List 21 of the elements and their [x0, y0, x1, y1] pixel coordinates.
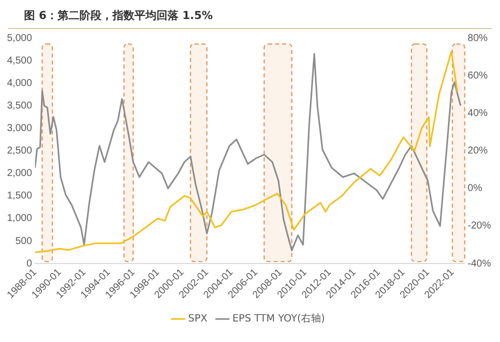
y-tick-label: 500: [15, 236, 32, 247]
y-tick-label: 1,000: [6, 213, 32, 224]
y-tick-label: 0: [26, 258, 32, 270]
y-tick-label: 4,500: [6, 55, 32, 66]
y-tick-label: 3,500: [6, 100, 32, 112]
chart-title: 图 6：第二阶段，指数平均回落 1.5%: [8, 0, 492, 29]
y2-tick-label: 60%: [468, 70, 488, 82]
y2-tick-label: 20%: [468, 146, 488, 157]
y-tick-label: 2,000: [6, 168, 32, 180]
y2-tick-label: 80%: [468, 32, 488, 44]
y-tick-label: 3,000: [6, 122, 32, 134]
legend-label: EPS TTM YOY(右轴): [232, 312, 325, 325]
y2-tick-label: -20%: [468, 220, 492, 232]
y-tick-label: 4,000: [6, 78, 32, 89]
y2-tick-label: 40%: [468, 108, 488, 119]
y2-tick-label: 0%: [468, 183, 482, 194]
y-tick-label: 2,500: [6, 146, 32, 157]
legend-label: SPX: [188, 314, 208, 325]
y-tick-label: 1,500: [6, 190, 32, 202]
y2-tick-label: -40%: [468, 258, 492, 270]
y-tick-label: 5,000: [6, 32, 32, 44]
